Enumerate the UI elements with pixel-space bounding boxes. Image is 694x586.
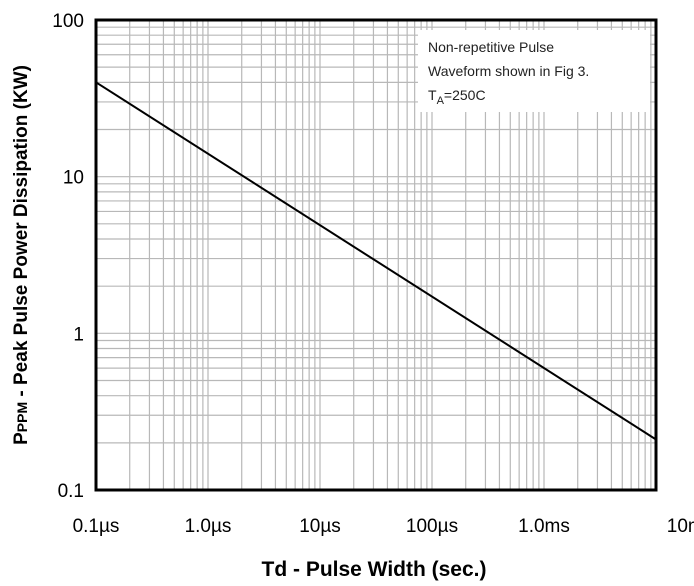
x-tick-label: 10ms xyxy=(667,516,694,537)
y-tick-label: 1 xyxy=(73,324,84,345)
tick-labels: 0.1µs 1.0µs 10µs 100µs 1.0ms 10ms 0.1 1 10 100 xyxy=(52,11,694,537)
y-axis-label-p: P xyxy=(11,432,32,445)
y-tick-label: 0.1 xyxy=(58,481,84,502)
x-tick-label: 10µs xyxy=(299,516,341,537)
x-tick-label: 1.0ms xyxy=(518,516,570,537)
annotation-ta-symbol: T xyxy=(428,87,437,103)
x-tick-label: 1.0µs xyxy=(185,516,232,537)
annotation-line-3: TA=250C xyxy=(428,87,486,107)
plot-frame xyxy=(94,18,658,492)
y-axis-label-subscript: PPM xyxy=(14,402,30,432)
annotation-background xyxy=(418,30,650,112)
annotation-ta-value: =250C xyxy=(444,87,486,103)
y-axis-label-text: - Peak Pulse Power Dissipation (KW) xyxy=(11,65,32,402)
annotation-box: Non-repetitive Pulse Waveform shown in F… xyxy=(418,30,650,112)
annotation-ta-subscript: A xyxy=(437,95,445,107)
series-line xyxy=(95,81,657,441)
y-tick-label: 10 xyxy=(63,168,84,189)
y-axis-label: PPPM - Peak Pulse Power Dissipation (KW) xyxy=(11,65,32,445)
annotation-line-1: Non-repetitive Pulse xyxy=(428,39,554,55)
annotation-line-2: Waveform shown in Fig 3. xyxy=(428,63,589,79)
y-tick-label: 100 xyxy=(52,11,84,32)
series-layer xyxy=(95,81,657,441)
x-axis-label: Td - Pulse Width (sec.) xyxy=(262,558,487,581)
x-tick-label: 100µs xyxy=(406,516,458,537)
x-tick-label: 0.1µs xyxy=(73,516,120,537)
